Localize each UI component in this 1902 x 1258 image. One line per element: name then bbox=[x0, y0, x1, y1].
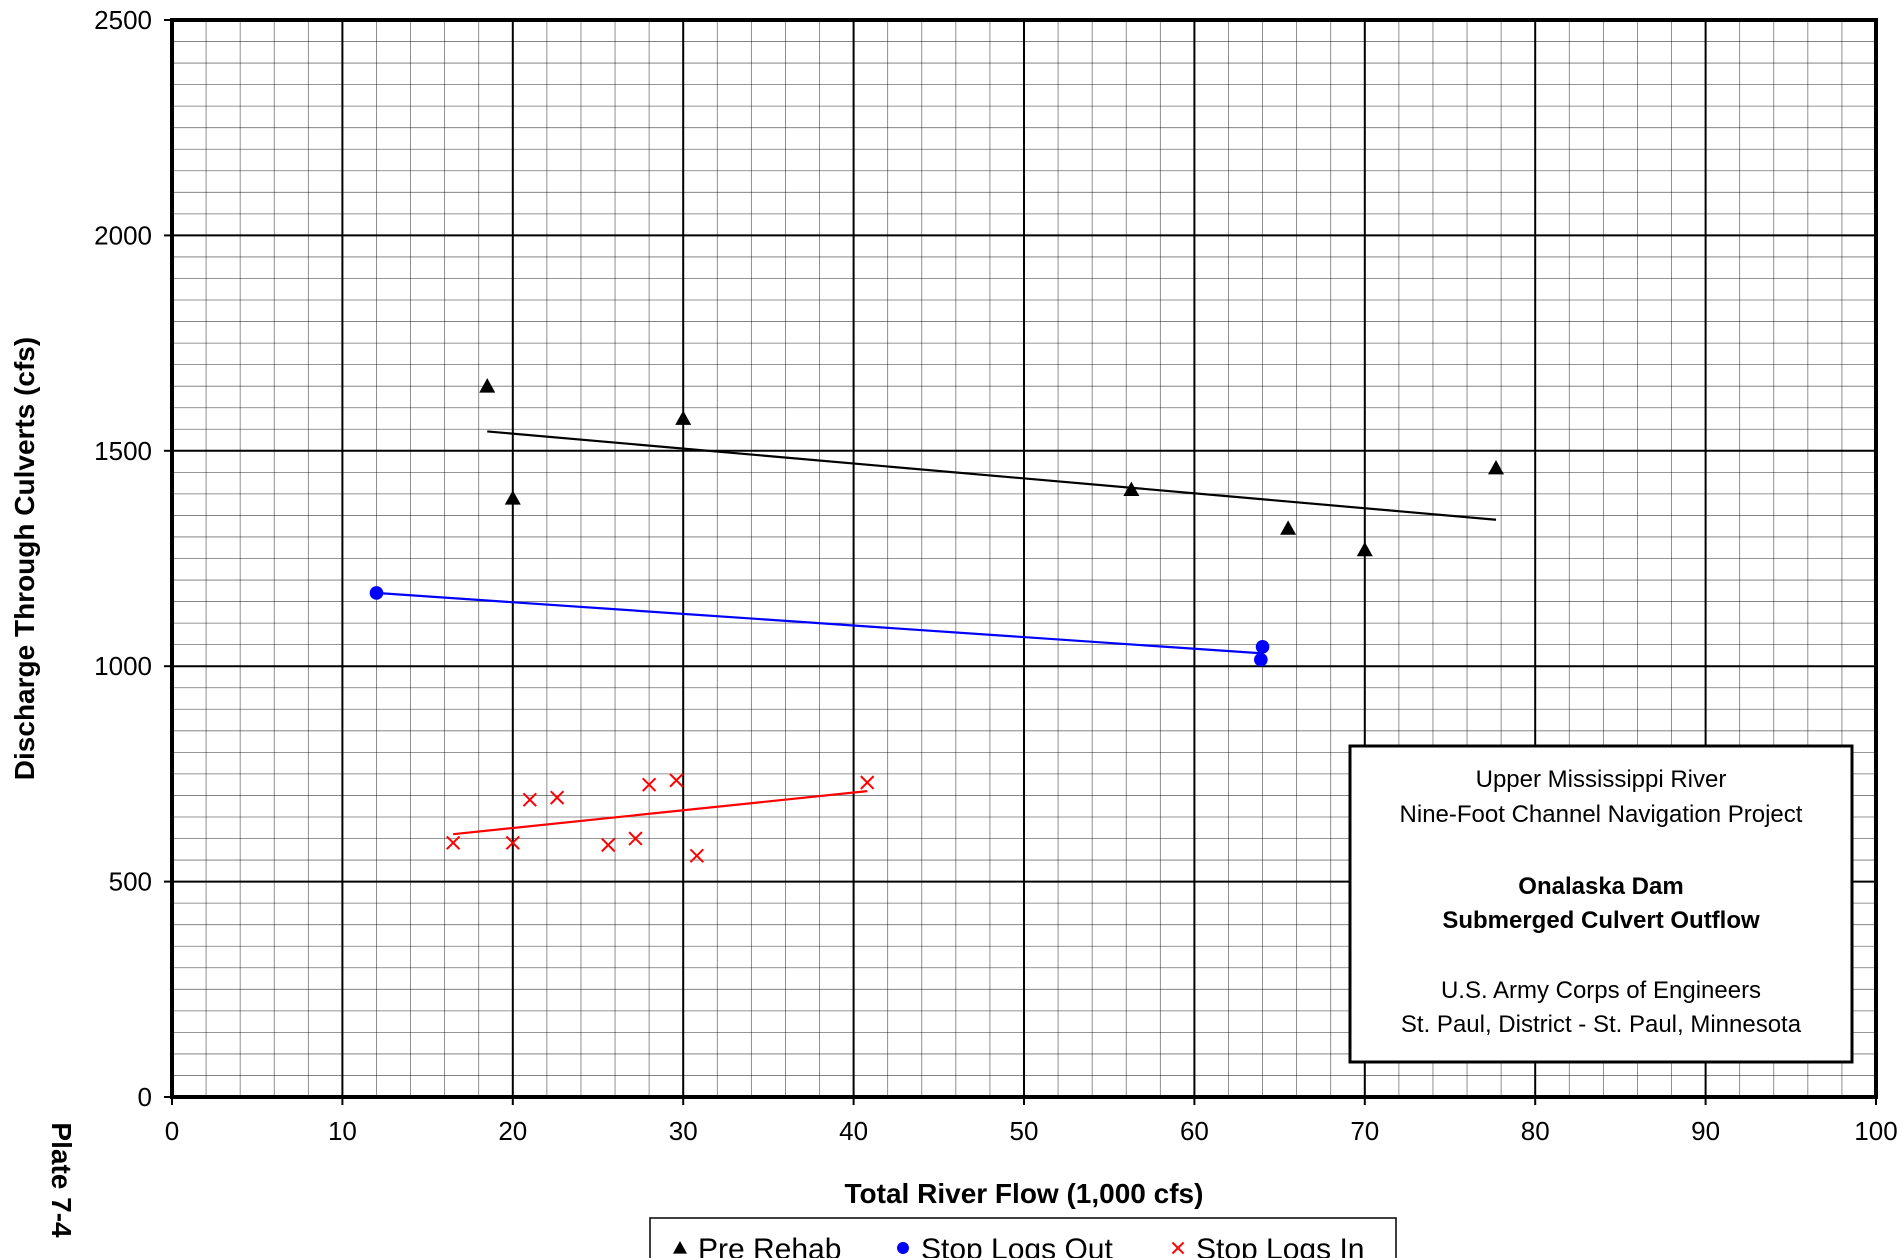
stop-logs-out-point bbox=[1255, 640, 1270, 654]
x-tick-label: 80 bbox=[1521, 1116, 1550, 1146]
legend-marker bbox=[897, 1242, 909, 1254]
legend-item-stop-logs-out: Stop Logs Out bbox=[897, 1233, 1113, 1258]
stop-logs-in-point bbox=[669, 773, 684, 788]
title-block: Upper Mississippi River Nine-Foot Channe… bbox=[1348, 744, 1854, 1064]
y-tick-label: 2000 bbox=[94, 220, 152, 250]
pre-rehab-trendline bbox=[487, 430, 1497, 521]
legend: Pre Rehab Stop Logs Out Stop Logs In bbox=[649, 1217, 1397, 1258]
x-axis-title: Total River Flow (1,000 cfs) bbox=[845, 1178, 1204, 1209]
legend-item-stop-logs-in: Stop Logs In bbox=[1171, 1233, 1364, 1258]
y-tick-label: 2500 bbox=[94, 5, 152, 35]
legend-label: Pre Rehab bbox=[698, 1233, 841, 1258]
stop-logs-in-point bbox=[689, 848, 704, 863]
stop-logs-in-trendline bbox=[453, 790, 868, 836]
stop-logs-in-point-stroke bbox=[505, 835, 520, 850]
x-tick-label: 30 bbox=[669, 1116, 698, 1146]
y-tick-label: 500 bbox=[109, 867, 152, 897]
pre-rehab-point bbox=[504, 490, 521, 505]
stop-logs-in-point bbox=[628, 831, 643, 846]
x-tick-label: 50 bbox=[1010, 1116, 1039, 1146]
x-tick-label: 40 bbox=[839, 1116, 868, 1146]
stop-logs-in-point bbox=[522, 792, 537, 807]
title-block-line: Nine-Foot Channel Navigation Project bbox=[1400, 801, 1803, 828]
stop-logs-in-point-stroke bbox=[446, 835, 461, 850]
stop-logs-in-point-stroke bbox=[549, 790, 565, 805]
x-tick-label: 10 bbox=[328, 1116, 357, 1146]
legend-label: Stop Logs In bbox=[1196, 1233, 1364, 1258]
y-axis-ticks: 0 500 1000 1500 2000 2500 bbox=[94, 5, 172, 1112]
legend-marker bbox=[1171, 1241, 1185, 1255]
pre-rehab-point bbox=[1280, 520, 1297, 535]
trendlines bbox=[376, 430, 1497, 836]
pre-rehab-point bbox=[1488, 460, 1505, 475]
pre-rehab-point bbox=[1356, 541, 1373, 557]
stop-logs-in-point-stroke bbox=[642, 777, 657, 792]
stop-logs-in-point bbox=[505, 835, 520, 850]
title-block-line: U.S. Army Corps of Engineers bbox=[1441, 977, 1761, 1004]
pre-rehab-point bbox=[479, 378, 496, 393]
stop-logs-out-point bbox=[369, 586, 384, 600]
plate-label: Plate 7-4 bbox=[46, 1122, 77, 1238]
x-tick-label: 90 bbox=[1691, 1116, 1720, 1146]
title-block-line: Submerged Culvert Outflow bbox=[1442, 907, 1760, 934]
stop-logs-in-point bbox=[860, 775, 875, 790]
y-axis-title: Discharge Through Culverts (cfs) bbox=[9, 337, 40, 780]
stop-logs-in-point bbox=[642, 777, 657, 792]
x-tick-label: 70 bbox=[1350, 1116, 1379, 1146]
title-block-line: Upper Mississippi River bbox=[1476, 766, 1727, 793]
pre-rehab-point bbox=[675, 410, 692, 425]
data-points bbox=[369, 378, 1505, 863]
x-tick-label: 20 bbox=[498, 1116, 527, 1146]
legend-item-pre-rehab: Pre Rehab bbox=[673, 1233, 841, 1258]
legend-label: Stop Logs Out bbox=[921, 1233, 1113, 1258]
stop-logs-in-point-stroke bbox=[669, 773, 684, 788]
y-tick-label: 0 bbox=[138, 1082, 152, 1112]
stop-logs-out-point bbox=[1254, 652, 1268, 667]
title-block-line: St. Paul, District - St. Paul, Minnesota bbox=[1401, 1011, 1802, 1038]
stop-logs-in-point bbox=[446, 835, 461, 850]
title-block-frame bbox=[1348, 744, 1854, 1064]
y-tick-label: 1500 bbox=[94, 436, 152, 466]
title-block-line: Onalaska Dam bbox=[1518, 873, 1683, 900]
legend-marker bbox=[673, 1241, 687, 1254]
legend-marker-stroke bbox=[1171, 1241, 1185, 1255]
stop-logs-in-point-stroke bbox=[522, 792, 537, 807]
stop-logs-in-point-stroke bbox=[628, 831, 643, 846]
stop-logs-in-point bbox=[601, 837, 616, 853]
x-tick-label: 100 bbox=[1854, 1116, 1897, 1146]
y-tick-label: 1000 bbox=[94, 651, 152, 681]
stop-logs-in-point-stroke bbox=[601, 837, 616, 853]
x-tick-label: 60 bbox=[1180, 1116, 1209, 1146]
stop-logs-out-trendline bbox=[376, 591, 1261, 655]
stop-logs-in-point-stroke bbox=[689, 848, 704, 863]
x-tick-label: 0 bbox=[165, 1116, 179, 1146]
pre-rehab-point bbox=[1123, 481, 1140, 496]
stop-logs-in-point-stroke bbox=[860, 775, 875, 790]
stop-logs-in-point bbox=[549, 790, 565, 805]
x-axis-ticks: 0 10 20 30 40 50 60 70 80 90 100 bbox=[165, 1097, 1898, 1146]
legend-frame bbox=[649, 1217, 1397, 1258]
